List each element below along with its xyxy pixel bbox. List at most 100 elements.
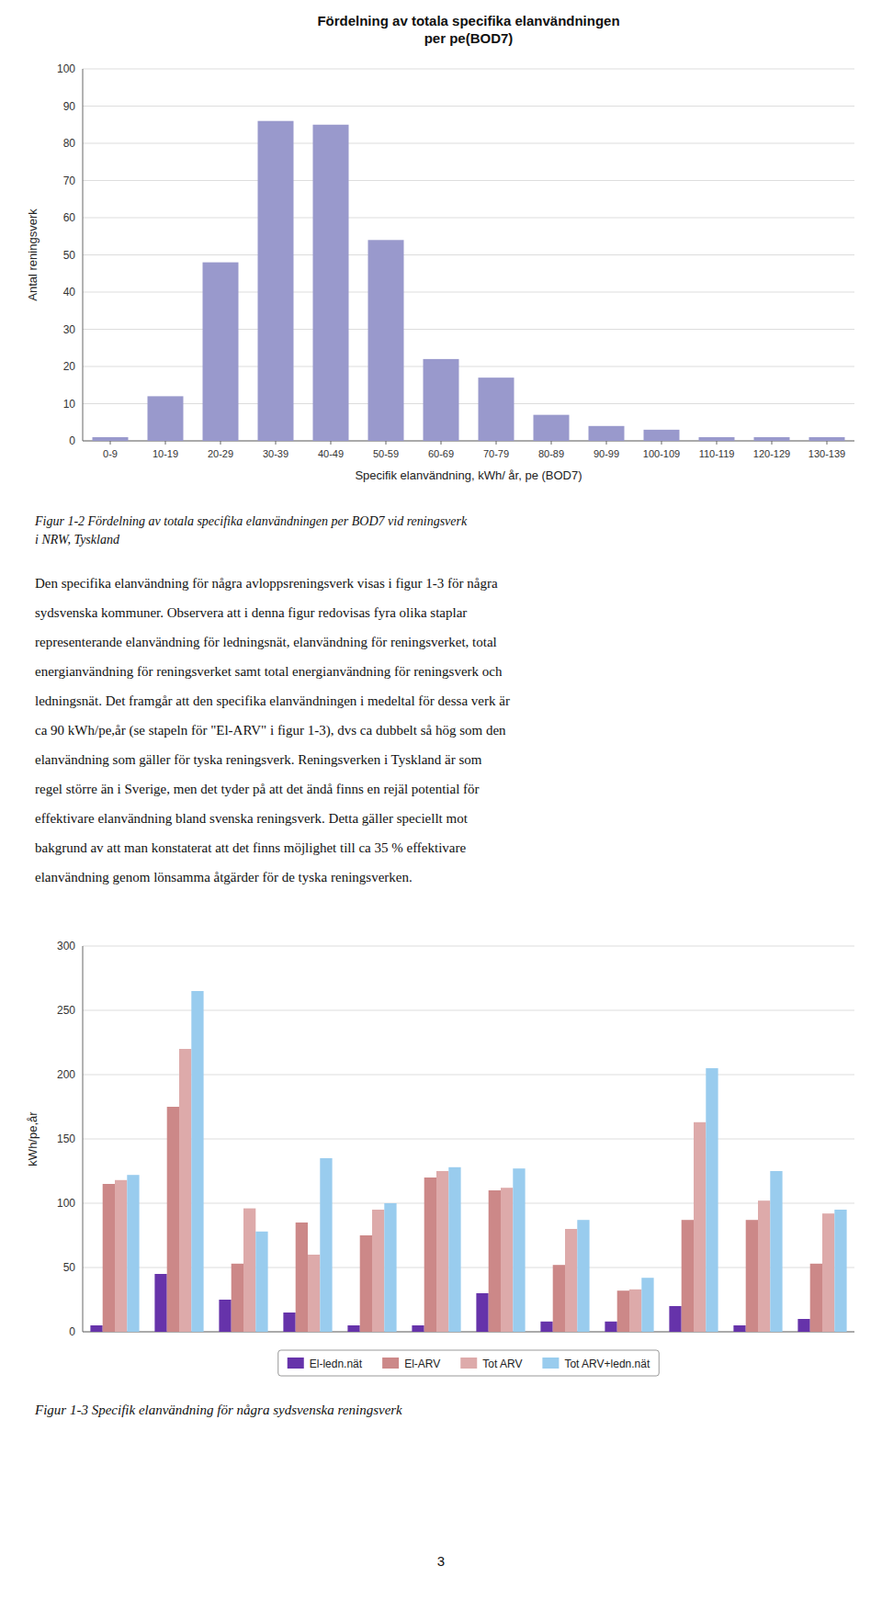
figure-caption: i NRW, Tyskland (34, 532, 121, 547)
bars (90, 991, 847, 1333)
x-axis-line (82, 441, 855, 442)
chart-2: 050100150200250300kWh/pe,årEl-ledn.nätEl… (25, 939, 855, 1377)
y-axis-label: kWh/pe,år (25, 1111, 40, 1167)
bar (424, 1177, 437, 1333)
paragraph-line: ca 90 kWh/pe,år (se stapeln för "El-ARV"… (34, 723, 507, 739)
y-tick-label: 50 (63, 1261, 77, 1275)
bar (810, 1264, 823, 1333)
bar (540, 1322, 553, 1333)
bar (769, 1171, 782, 1333)
grid-line (82, 68, 855, 70)
bar (372, 1209, 385, 1333)
bar (644, 429, 680, 441)
x-tick-label: 110-119 (699, 448, 735, 460)
x-tick (165, 441, 167, 445)
bar (500, 1187, 513, 1333)
x-tick-label: 60-69 (428, 448, 454, 460)
grid-line (82, 105, 855, 107)
bars (92, 121, 846, 441)
grid-line (82, 143, 855, 145)
page-number: 3 (437, 1553, 445, 1570)
y-tick-label: 40 (63, 285, 77, 299)
bar (384, 1203, 396, 1333)
grid-line (82, 441, 855, 442)
y-tick-label: 150 (56, 1132, 76, 1146)
x-tick-label: 130-139 (808, 448, 846, 460)
x-tick (771, 441, 773, 445)
bar (705, 1068, 718, 1333)
bar (668, 1306, 681, 1333)
x-tick (330, 441, 332, 445)
bar (604, 1322, 617, 1333)
x-tick-label: 10-19 (152, 448, 179, 460)
paragraph-line: ledningsnät. Det framgår att den specifi… (34, 693, 510, 709)
bar (319, 1158, 332, 1333)
legend-label: Tot ARV (482, 1357, 522, 1371)
bar (746, 1220, 758, 1333)
x-tick (110, 441, 112, 445)
bar (693, 1122, 706, 1333)
bar (681, 1220, 694, 1333)
bar (295, 1222, 308, 1333)
bar (313, 124, 350, 441)
legend-label: El-ledn.nät (309, 1357, 363, 1371)
bar (436, 1171, 449, 1333)
chart-title: Fördelning av totala specifika elanvändn… (316, 12, 620, 46)
x-tick (275, 441, 277, 445)
bar (282, 1312, 295, 1333)
y-tick-label: 80 (63, 136, 77, 150)
paragraph-line: representerande elanvändning för ledning… (34, 634, 498, 650)
x-axis-label: Specifik elanvändning, kWh/ år, pe (BOD7… (354, 468, 582, 483)
bar (588, 426, 625, 441)
bar (475, 1293, 488, 1333)
x-tick-label: 40-49 (317, 448, 344, 460)
paragraph-line: elanvändning som gäller för tyska rening… (34, 752, 483, 768)
bar (347, 1325, 360, 1333)
bar (448, 1167, 461, 1333)
bar (834, 1209, 847, 1333)
bar (822, 1213, 835, 1333)
legend-label: Tot ARV+ledn.nät (564, 1357, 651, 1371)
y-axis-line (82, 68, 84, 441)
bar (533, 415, 570, 441)
page: {"chart_data": [ {"type": "bar", "title"… (0, 0, 882, 1600)
bar (258, 121, 294, 441)
y-tick-label: 0 (68, 434, 76, 448)
bar (167, 1107, 180, 1333)
x-tick (826, 441, 828, 445)
grid-line (82, 254, 855, 256)
bar (576, 1220, 589, 1333)
x-tick-label: 20-29 (207, 448, 234, 460)
y-tick-label: 300 (56, 939, 76, 953)
x-tick (385, 441, 387, 445)
x-tick-label: 30-39 (262, 448, 289, 460)
y-tick-label: 90 (63, 100, 77, 114)
paragraph-line: energianvändning för reningsverket samt … (34, 664, 503, 679)
bar (126, 1175, 139, 1333)
paragraph-line: sydsvenska kommuner. Observera att i den… (34, 605, 467, 621)
legend-swatch (382, 1357, 399, 1369)
x-tick (441, 441, 442, 445)
grid-line (82, 403, 855, 405)
bar (629, 1289, 642, 1333)
bar (231, 1264, 244, 1333)
paragraph-line: effektivare elanvändning bland svenska r… (34, 811, 469, 826)
x-tick (716, 441, 718, 445)
paragraph-line: regel större än i Sverige, men det tyder… (34, 781, 480, 797)
legend-label: El-ARV (404, 1357, 441, 1371)
bar (809, 437, 846, 441)
bar (478, 377, 515, 441)
y-tick-label: 20 (63, 360, 77, 374)
figure-caption: Figur 1-3 Specifik elanvändning för någr… (33, 1402, 403, 1418)
paragraph-line: bakgrund av att man konstaterat att det … (34, 840, 467, 856)
grid-line (82, 366, 855, 368)
bar (243, 1209, 256, 1333)
bar (423, 359, 460, 441)
grid-line (82, 328, 855, 330)
bar (368, 239, 405, 441)
bar (565, 1229, 577, 1333)
title-line: per pe(BOD7) (424, 30, 514, 46)
bar (641, 1277, 654, 1333)
y-tick-label: 100 (56, 62, 76, 76)
x-tick (606, 441, 608, 445)
